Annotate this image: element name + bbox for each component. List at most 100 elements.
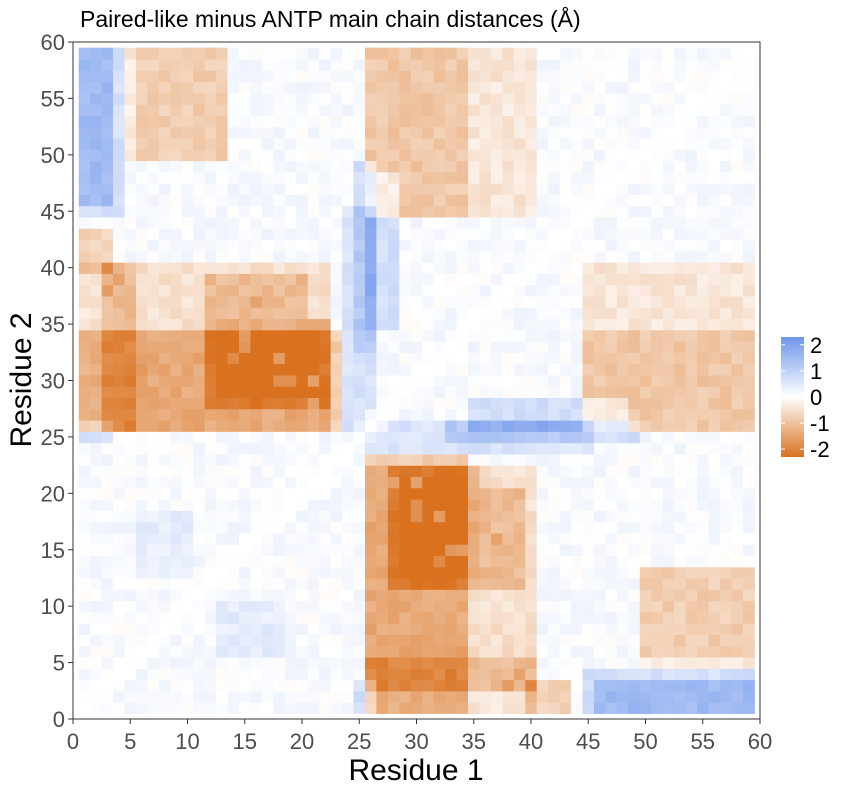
heatmap-cell xyxy=(250,577,263,590)
heatmap-cell xyxy=(330,453,343,466)
heatmap-cell xyxy=(536,329,549,342)
heatmap-cell xyxy=(502,555,515,568)
heatmap-cell xyxy=(399,115,412,128)
heatmap-cell xyxy=(697,228,710,241)
heatmap-cell xyxy=(513,58,526,71)
heatmap-cell xyxy=(536,623,549,635)
heatmap-cell xyxy=(502,92,515,105)
heatmap-cell xyxy=(410,645,423,658)
heatmap-cell xyxy=(387,476,400,489)
heatmap-cell xyxy=(513,431,526,444)
heatmap-cell xyxy=(124,634,137,647)
heatmap-cell xyxy=(353,577,366,590)
heatmap-cell xyxy=(158,623,171,635)
heatmap-cell xyxy=(525,205,538,218)
heatmap-cell xyxy=(513,115,526,128)
heatmap-cell xyxy=(261,171,274,184)
heatmap-cell xyxy=(170,318,183,331)
heatmap-cell xyxy=(284,419,297,432)
heatmap-cell xyxy=(445,521,458,534)
heatmap-cell xyxy=(616,47,629,60)
heatmap-cell xyxy=(513,532,526,545)
heatmap-cell xyxy=(685,318,698,331)
heatmap-cell xyxy=(536,273,549,286)
heatmap-cell xyxy=(147,498,160,511)
heatmap-cell xyxy=(78,600,91,613)
heatmap-cell xyxy=(662,645,675,658)
heatmap-cell xyxy=(559,374,572,387)
heatmap-cell xyxy=(639,397,652,410)
heatmap-cell xyxy=(319,352,332,365)
heatmap-cell xyxy=(433,374,446,387)
heatmap-cell xyxy=(387,465,400,478)
heatmap-cell xyxy=(639,623,652,635)
heatmap-cell xyxy=(399,702,412,714)
heatmap-cell xyxy=(651,363,664,376)
heatmap-cell xyxy=(662,453,675,466)
heatmap-cell xyxy=(548,115,561,128)
heatmap-cell xyxy=(422,228,435,241)
heatmap-cell xyxy=(674,115,687,128)
heatmap-cell xyxy=(250,600,263,613)
heatmap-cell xyxy=(273,92,286,105)
heatmap-cell xyxy=(697,510,710,523)
heatmap-cell xyxy=(502,487,515,500)
heatmap-cell xyxy=(170,228,183,241)
heatmap-cell xyxy=(697,487,710,500)
heatmap-cell xyxy=(410,532,423,545)
heatmap-cell xyxy=(135,431,149,444)
heatmap-cell xyxy=(548,600,561,613)
heatmap-cell xyxy=(376,239,389,252)
heatmap-cell xyxy=(697,329,710,342)
heatmap-cell xyxy=(616,555,629,568)
heatmap-cell xyxy=(571,408,584,421)
heatmap-cell xyxy=(697,374,710,387)
heatmap-cell xyxy=(651,92,664,105)
heatmap-cell xyxy=(330,92,343,105)
heatmap-cell xyxy=(697,58,710,71)
heatmap-cell xyxy=(719,47,732,60)
heatmap-cell xyxy=(456,58,469,71)
heatmap-cell xyxy=(708,307,721,320)
heatmap-cell xyxy=(639,589,652,602)
heatmap-cell xyxy=(124,363,137,376)
heatmap-cell xyxy=(113,239,126,252)
heatmap-cell xyxy=(90,419,103,432)
heatmap-cell xyxy=(204,408,217,421)
heatmap-cell xyxy=(216,341,229,353)
heatmap-cell xyxy=(559,408,572,421)
heatmap-cell xyxy=(399,216,412,229)
heatmap-cell xyxy=(456,544,469,556)
heatmap-cell xyxy=(135,634,149,647)
heatmap-cell xyxy=(422,171,435,184)
heatmap-cell xyxy=(593,453,607,466)
heatmap-cell xyxy=(307,453,320,466)
heatmap-cell xyxy=(250,589,263,602)
heatmap-cell xyxy=(731,115,744,128)
heatmap-cell xyxy=(135,363,149,376)
heatmap-cell xyxy=(582,476,595,489)
heatmap-cell xyxy=(376,532,389,545)
heatmap-cell xyxy=(376,250,389,263)
heatmap-cell xyxy=(101,329,114,342)
heatmap-cell xyxy=(662,532,675,545)
heatmap-cell xyxy=(548,442,561,455)
heatmap-cell xyxy=(216,239,229,252)
heatmap-cell xyxy=(330,228,343,241)
heatmap-cell xyxy=(674,408,687,421)
heatmap-cell xyxy=(674,374,687,387)
heatmap-cell xyxy=(582,702,595,714)
heatmap-cell xyxy=(468,397,481,410)
heatmap-cell xyxy=(342,634,355,647)
heatmap-cell xyxy=(479,250,492,263)
heatmap-cell xyxy=(719,194,732,207)
heatmap-cell xyxy=(330,679,343,692)
heatmap-cell xyxy=(468,645,481,658)
heatmap-cell xyxy=(513,386,526,399)
heatmap-cell xyxy=(479,679,492,692)
heatmap-cell xyxy=(353,408,366,421)
heatmap-cell xyxy=(261,183,274,195)
heatmap-cell xyxy=(307,577,320,590)
heatmap-cell xyxy=(353,589,366,602)
